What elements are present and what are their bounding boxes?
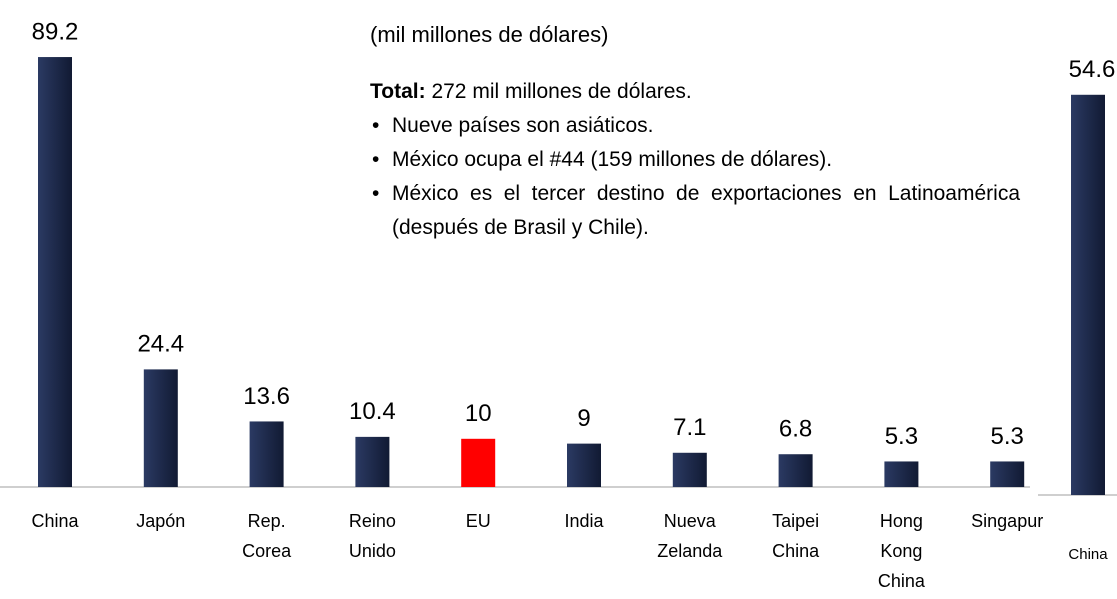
bar xyxy=(990,461,1025,487)
x-tick-label: China xyxy=(772,541,820,561)
bar xyxy=(461,438,496,487)
bullet: México es el tercer destino de exportaci… xyxy=(370,177,1020,245)
bar xyxy=(1071,94,1105,496)
bar xyxy=(38,57,72,487)
bar xyxy=(355,436,390,487)
bar xyxy=(567,443,601,487)
value-label: 6.8 xyxy=(779,416,812,443)
x-tick-label: Unido xyxy=(349,541,396,561)
x-tick-label: Rep. xyxy=(248,511,286,531)
x-tick-label: Zelanda xyxy=(657,541,723,561)
value-label: 10.4 xyxy=(349,398,396,425)
x-tick-label: China xyxy=(878,571,926,591)
x-tick-label: Hong xyxy=(880,511,923,531)
bullet: México ocupa el #44 (159 millones de dól… xyxy=(370,143,1020,177)
bullet: Nueve países son asiáticos. xyxy=(370,109,1020,143)
bar xyxy=(884,461,919,487)
value-label: 89.2 xyxy=(32,18,79,45)
bar xyxy=(249,421,284,487)
x-tick-label: Nueva xyxy=(664,511,717,531)
bullet-list: Nueve países son asiáticos.México ocupa … xyxy=(370,109,1020,245)
total-text: 272 mil millones de dólares. xyxy=(431,80,692,103)
annotation: Total: 272 mil millones de dólares. Nuev… xyxy=(370,75,1020,245)
value-label: 54.6 xyxy=(1069,56,1116,83)
x-tick-label: Taipei xyxy=(772,511,819,531)
x-tick-label: Reino xyxy=(349,511,396,531)
bar xyxy=(143,369,178,487)
x-tick-label: Kong xyxy=(880,541,922,561)
value-label: 10 xyxy=(465,400,492,427)
x-tick-label: India xyxy=(564,511,604,531)
value-label: 13.6 xyxy=(243,383,290,410)
bar xyxy=(778,454,813,487)
bar xyxy=(672,452,707,487)
x-tick-label: Singapur xyxy=(971,511,1043,531)
value-label: 9 xyxy=(577,405,590,432)
value-label: 5.3 xyxy=(885,423,918,450)
subtitle: (mil millones de dólares) xyxy=(370,22,609,47)
x-tick-label: China xyxy=(1068,546,1108,563)
x-tick-label: Corea xyxy=(242,541,292,561)
total: Total: 272 mil millones de dólares. xyxy=(370,75,1020,109)
value-label: 24.4 xyxy=(137,331,184,358)
value-label: 5.3 xyxy=(991,423,1024,450)
value-label: 7.1 xyxy=(673,414,706,441)
x-tick-label: China xyxy=(31,511,79,531)
x-tick-label: Japón xyxy=(136,511,185,531)
total-label: Total: xyxy=(370,80,426,103)
x-tick-label: EU xyxy=(466,511,491,531)
